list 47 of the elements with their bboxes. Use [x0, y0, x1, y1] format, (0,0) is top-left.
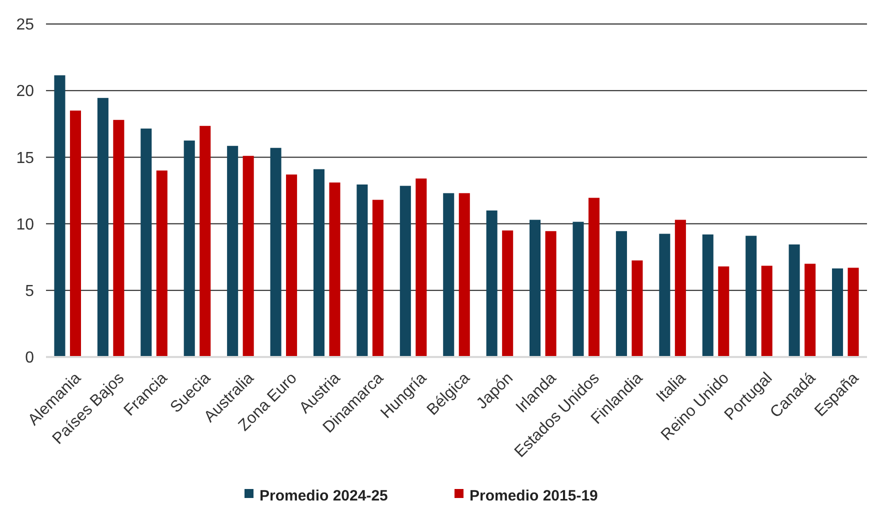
bar [372, 200, 384, 357]
bar [54, 75, 66, 357]
bar [416, 178, 427, 357]
bar [702, 234, 714, 357]
bar [718, 266, 730, 357]
bar [659, 234, 670, 357]
y-tick-label: 25 [16, 16, 34, 34]
bar [286, 174, 298, 357]
bar [746, 236, 757, 357]
bar [804, 264, 816, 357]
bar [227, 146, 238, 357]
bar [113, 120, 124, 357]
bar [616, 231, 627, 357]
bar [242, 156, 254, 357]
bar [486, 210, 498, 357]
bar [97, 98, 108, 357]
bar [70, 110, 81, 357]
bar [588, 198, 600, 357]
bar [545, 231, 556, 357]
y-tick-label: 5 [25, 283, 34, 300]
bar [788, 244, 800, 357]
bar [530, 220, 541, 357]
bar [674, 220, 686, 357]
bar [156, 170, 168, 357]
bar [761, 266, 772, 357]
bar [313, 169, 325, 357]
bar [200, 126, 211, 357]
bar [270, 148, 282, 357]
legend-label: Promedio 2024-25 [260, 487, 388, 504]
x-tick-label: Italia [653, 370, 690, 406]
bar [184, 140, 195, 357]
legend-label: Promedio 2015-19 [470, 487, 598, 504]
y-tick-label: 0 [25, 350, 34, 367]
bar [502, 230, 514, 357]
bar [458, 193, 470, 357]
bar [400, 186, 411, 357]
bar [443, 193, 454, 357]
bar [572, 222, 584, 357]
bar [140, 128, 152, 357]
bar [632, 260, 643, 357]
bar [356, 184, 368, 357]
bar [832, 268, 844, 357]
y-tick-label: 15 [16, 150, 34, 167]
bar [329, 182, 340, 357]
y-tick-label: 20 [16, 83, 34, 100]
bar [848, 268, 859, 357]
y-tick-label: 10 [16, 216, 34, 234]
